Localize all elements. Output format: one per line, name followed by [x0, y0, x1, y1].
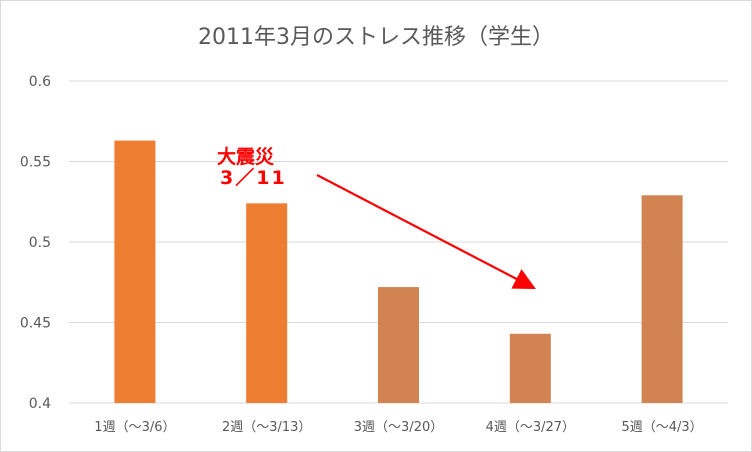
- y-tick-label: 0.5: [29, 235, 51, 251]
- arrow-line: [316, 174, 536, 290]
- x-tick-label: 1週（～3/6）: [94, 420, 175, 435]
- y-tick-label: 0.6: [29, 74, 51, 90]
- bar: [641, 195, 683, 403]
- bar: [509, 333, 551, 403]
- annotation-arrow: [316, 174, 536, 290]
- chart-title: 2011年3月のストレス推移（学生）: [198, 25, 554, 50]
- y-tick-label: 0.45: [20, 316, 51, 332]
- y-tick-label: 0.55: [20, 155, 51, 171]
- annotation-label-date: 3／11: [220, 167, 287, 189]
- bar: [114, 140, 156, 403]
- bars: [114, 140, 683, 403]
- x-tick-label: 2週（～3/13）: [222, 420, 311, 435]
- y-tick-label: 0.4: [29, 396, 51, 412]
- x-tick-label: 5週（～4/3）: [621, 420, 702, 435]
- x-tick-label: 3週（～3/20）: [354, 420, 443, 435]
- bar: [246, 203, 288, 403]
- bar: [378, 287, 419, 403]
- x-tick-labels: 1週（～3/6） 2週（～3/13） 3週（～3/20） 4週（～3/27） 5週（～4…: [94, 420, 702, 435]
- annotation-label-disaster: 大震災: [217, 146, 275, 168]
- y-tick-labels: 0.4 0.45 0.5 0.55 0.6: [20, 74, 51, 412]
- x-tick-label: 4週（～3/27）: [486, 420, 575, 435]
